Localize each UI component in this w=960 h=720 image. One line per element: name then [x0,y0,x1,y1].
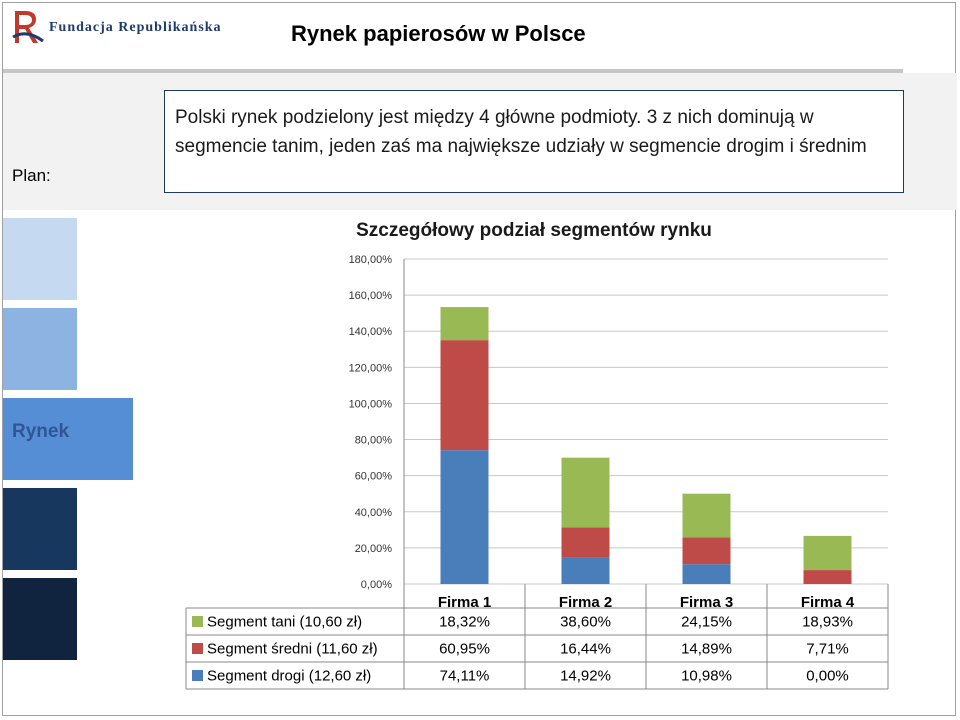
legend-label: Segment tani (10,60 zł) [207,614,362,631]
bar-segment [440,340,489,451]
fundacja-logo: Fundacja Republikańska [12,11,222,43]
bar-segment [682,493,731,538]
chart-title: Szczegółowy podział segmentów rynku [356,220,712,241]
bar-segment [561,457,610,528]
y-tick-label: 80,00% [355,435,393,447]
sidebar-block-5 [3,578,77,660]
sidebar-block-4 [3,488,77,570]
category-label: Firma 3 [680,594,733,611]
data-label: 10,98% [681,668,732,685]
category-label: Firma 2 [559,594,612,611]
y-tick-label: 20,00% [355,543,393,555]
y-tick-label: 40,00% [355,507,393,519]
y-tick-label: 140,00% [349,326,393,338]
bar-segment [682,564,731,584]
y-tick-label: 160,00% [349,290,393,302]
data-label: 18,93% [802,614,853,631]
data-label: 14,92% [560,668,611,685]
bar-segment [803,535,852,571]
legend-swatch [192,616,203,627]
plan-text-box: Polski rynek podzielony jest między 4 gł… [164,90,904,193]
bar-segment [803,570,852,584]
y-tick-label: 120,00% [349,362,393,374]
legend-swatch [192,643,203,654]
slide-header: Fundacja Republikańska Rynek papierosów … [3,3,903,69]
y-tick-label: 60,00% [355,471,393,483]
data-label: 38,60% [560,614,611,631]
legend-label: Segment średni (11,60 zł) [207,641,378,658]
bar-segment [440,307,489,341]
data-label: 18,32% [439,614,490,631]
plan-label: Plan: [12,166,51,185]
data-label: 16,44% [560,641,611,658]
data-label: 0,00% [806,668,849,685]
data-label: 74,11% [440,668,490,685]
category-label: Firma 1 [438,594,491,611]
header-divider [3,69,903,73]
data-label: 14,89% [681,641,732,658]
sidebar-block-1 [3,218,77,300]
logo-text: Fundacja Republikańska [49,20,222,35]
legend-swatch [192,670,203,681]
sidebar-block-2 [3,308,77,390]
y-tick-label: 0,00% [361,579,392,591]
bar-segment [682,537,731,565]
data-label: 60,95% [439,641,490,658]
page-title: Rynek papierosów w Polsce [291,21,586,46]
y-tick-label: 180,00% [349,254,393,266]
category-label: Firma 4 [801,594,855,611]
data-label: 24,15% [681,614,732,631]
legend-label: Segment drogi (12,60 zł) [207,668,371,685]
bar-segment [561,527,610,558]
bar-segment [440,450,489,584]
bar-segment [561,557,610,584]
sidebar-section-label: Rynek [12,421,70,442]
y-tick-label: 100,00% [349,398,393,410]
data-label: 7,71% [806,641,849,658]
sidebar-block-rynek [3,398,133,480]
